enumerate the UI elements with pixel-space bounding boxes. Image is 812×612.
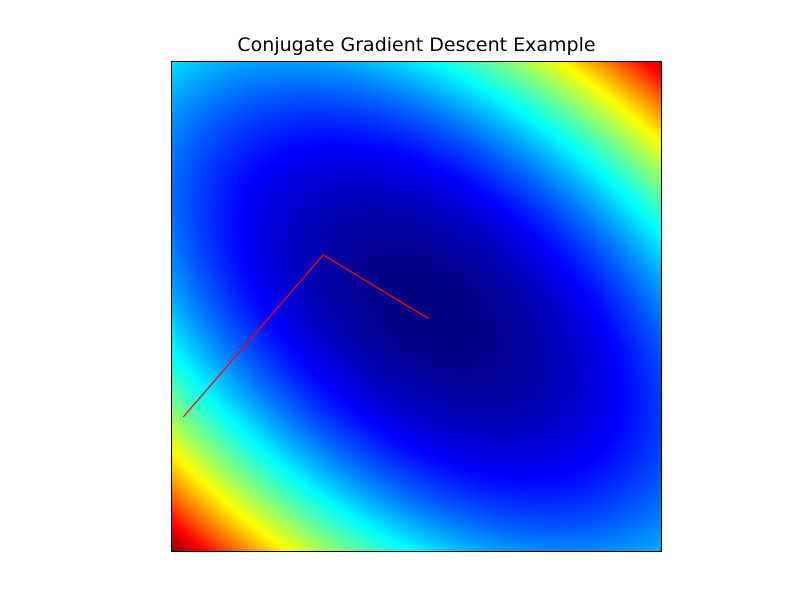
- descent-path-layer: [182, 254, 430, 418]
- descent-path-segment-1: [182, 254, 324, 418]
- heatmap-surface: [171, 61, 662, 552]
- chart-title: Conjugate Gradient Descent Example: [237, 34, 596, 56]
- descent-path-segment-2: [322, 254, 430, 320]
- plot-area: [171, 61, 662, 552]
